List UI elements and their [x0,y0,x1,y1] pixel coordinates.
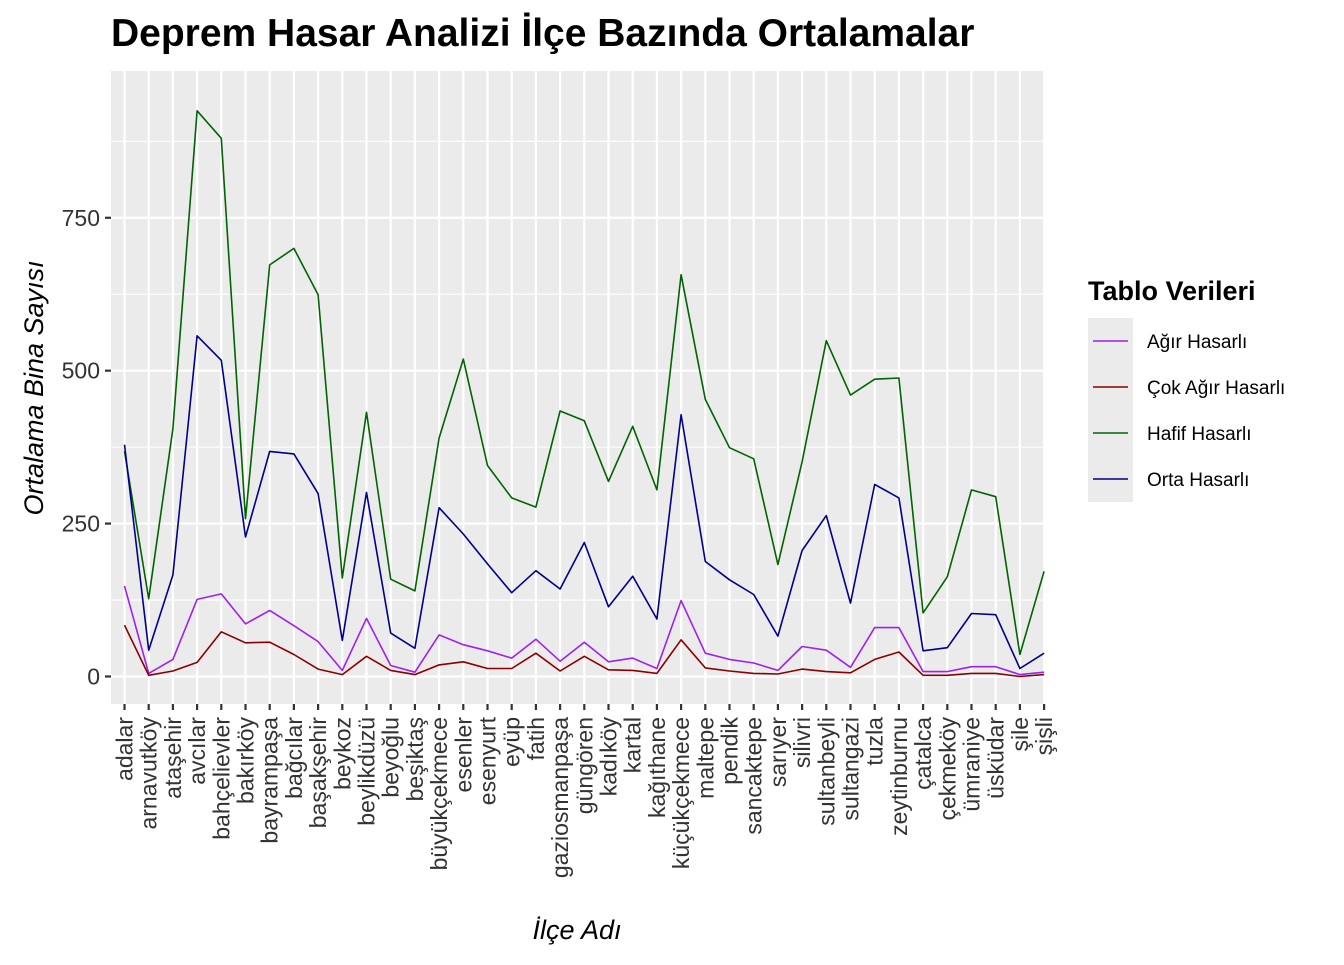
x-tick-label: bakırköy [233,717,259,804]
x-tick-label: sultanbeyli [813,717,839,826]
legend: Tablo Verileri Ağır Hasarlı Çok Ağır Hasa… [1088,276,1285,502]
x-tick-label: büyükçekmece [426,717,452,870]
x-tick-label: beylikdüzü [354,717,380,826]
x-tick-label: sancaktepe [741,717,767,835]
chart-title: Deprem Hasar Analizi İlçe Bazında Ortala… [111,12,974,55]
x-tick-label: zeytinburnu [886,717,912,836]
series-line-hafif-hasarlı [123,110,1045,656]
x-tick-label: şişli [1031,717,1057,755]
x-tick-label: bahçelievler [208,717,234,840]
x-tick-label: pendik [717,717,743,785]
x-tick-label: esenler [450,717,476,793]
x-tick-label: beyoğlu [378,717,404,798]
x-tick-label: kadıköy [596,717,622,797]
legend-title: Tablo Verileri [1088,276,1256,306]
y-tick-label: 0 [87,663,100,689]
series-line-çok-ağır-hasarlı [123,624,1045,678]
x-tick-label: bayrampaşa [257,717,283,844]
x-tick-label: gaziosmanpaşa [547,717,573,878]
x-tick-label: çekmeköy [934,717,960,821]
x-tick-label: ümraniye [959,717,985,812]
x-tick-label: çatalca [910,717,936,790]
legend-items: Ağır Hasarlı Çok Ağır Hasarlı Hafif Hasarl… [1088,318,1285,502]
x-tick-label: arnavutköy [136,717,162,830]
series-line-orta-hasarlı [123,334,1045,670]
x-tick-label: sultangazi [838,717,864,821]
legend-label: Çok Ağır Hasarlı [1147,378,1285,399]
x-tick-label: sarıyer [765,717,791,788]
x-tick-label: kartal [620,717,646,773]
legend-label: Ağır Hasarlı [1147,332,1247,353]
grid-layer [111,71,1046,704]
legend-label: Orta Hasarlı [1147,470,1249,491]
x-tick-label: ataşehir [160,717,186,799]
x-tick-label: güngören [571,717,597,814]
x-axis-title: İlçe Adı [532,915,621,945]
x-tick-label: eyüp [499,717,525,767]
legend-label: Hafif Hasarlı [1147,424,1252,445]
y-tick-label: 750 [62,205,100,231]
y-tick-label: 500 [62,358,100,384]
x-tick-label: tuzla [862,717,888,766]
x-tick-label: maltepe [692,717,718,799]
x-tick-label: avcılar [184,717,210,785]
y-tick-label: 250 [62,511,100,537]
x-tick-label: üsküdar [983,717,1009,799]
x-tick-label: fatih [523,717,549,760]
x-tick-label: küçükçekmece [668,717,694,869]
series-line-ağır-hasarlı [123,585,1045,676]
x-tick-label: adalar [112,717,138,781]
y-axis-title: Ortalama Bina Sayısı [19,260,49,515]
y-axis: 0 250 500 750 [62,205,111,689]
x-tick-label: beykoz [329,717,355,790]
x-tick-label: bağcılar [281,717,307,799]
x-axis: adalararnavutköyataşehiravcılarbahçeliev… [112,704,1057,878]
x-tick-label: esenyurt [475,716,501,805]
x-tick-label: silivri [789,717,815,768]
plot-panel [111,71,1044,704]
x-tick-label: beşiktaş [402,717,428,801]
x-tick-label: kağıthane [644,717,670,818]
x-tick-label: şile [1007,717,1033,752]
x-tick-label: başakşehir [305,717,331,829]
series-layer [123,110,1045,678]
